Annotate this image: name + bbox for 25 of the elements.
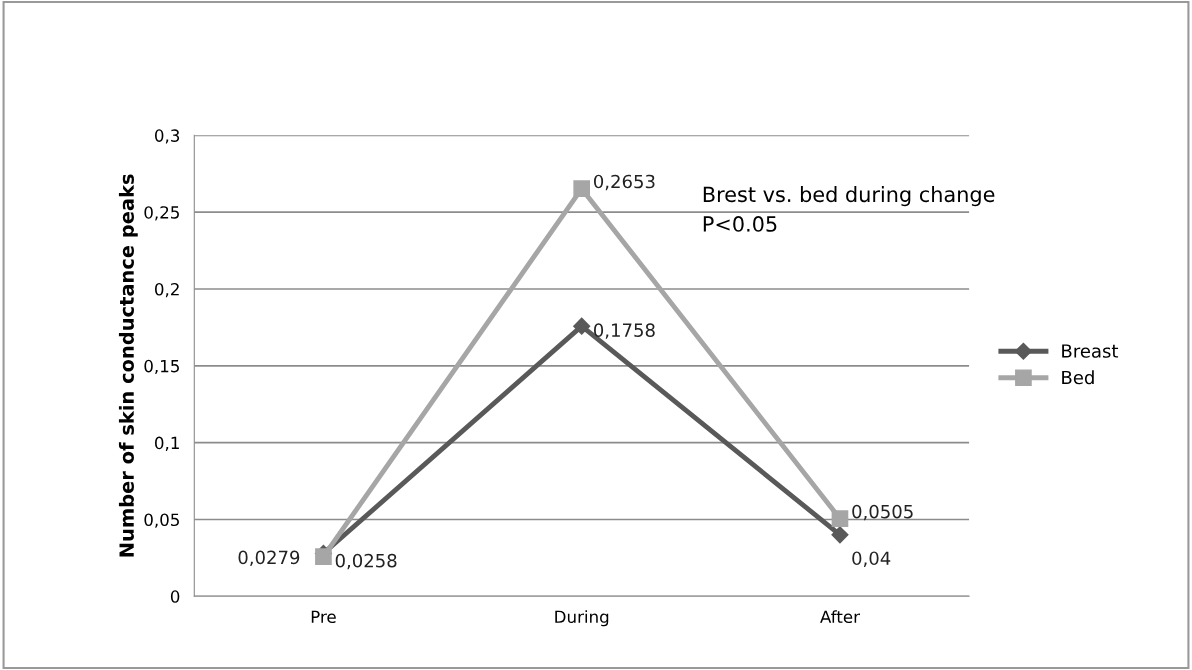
data-label: 0,2653 bbox=[594, 174, 655, 191]
data-label: 0,0279 bbox=[238, 550, 300, 567]
point bbox=[573, 180, 591, 197]
y-tick-label: 0,15 bbox=[144, 359, 179, 375]
legend-label: Breast bbox=[1062, 344, 1119, 358]
y-tick-label: 0,2 bbox=[155, 282, 179, 298]
data-label: 0,0258 bbox=[335, 553, 397, 570]
point bbox=[831, 526, 849, 544]
x-tick-label: After bbox=[820, 610, 860, 624]
y-tick-label: 0,3 bbox=[155, 129, 180, 144]
y-tick-label: 0,05 bbox=[144, 513, 179, 528]
y-axis-title: Number of skin conductance peaks bbox=[118, 174, 138, 557]
point bbox=[831, 510, 849, 528]
legend-label: Bed bbox=[1062, 370, 1094, 385]
x-tick-label: During bbox=[555, 610, 609, 627]
data-label: 0,0505 bbox=[852, 504, 913, 521]
y-tick-label: 0,1 bbox=[155, 436, 179, 451]
y-tick-label: 0 bbox=[170, 590, 180, 603]
data-label: 0,1758 bbox=[594, 323, 655, 339]
y-tick-label: 0,25 bbox=[144, 206, 179, 221]
point bbox=[315, 548, 332, 565]
data-label: 0,04 bbox=[852, 551, 891, 567]
x-tick-label: Pre bbox=[311, 610, 336, 624]
point bbox=[573, 317, 591, 335]
annotation: Brest vs. bed during change P<0.05 bbox=[703, 186, 995, 232]
